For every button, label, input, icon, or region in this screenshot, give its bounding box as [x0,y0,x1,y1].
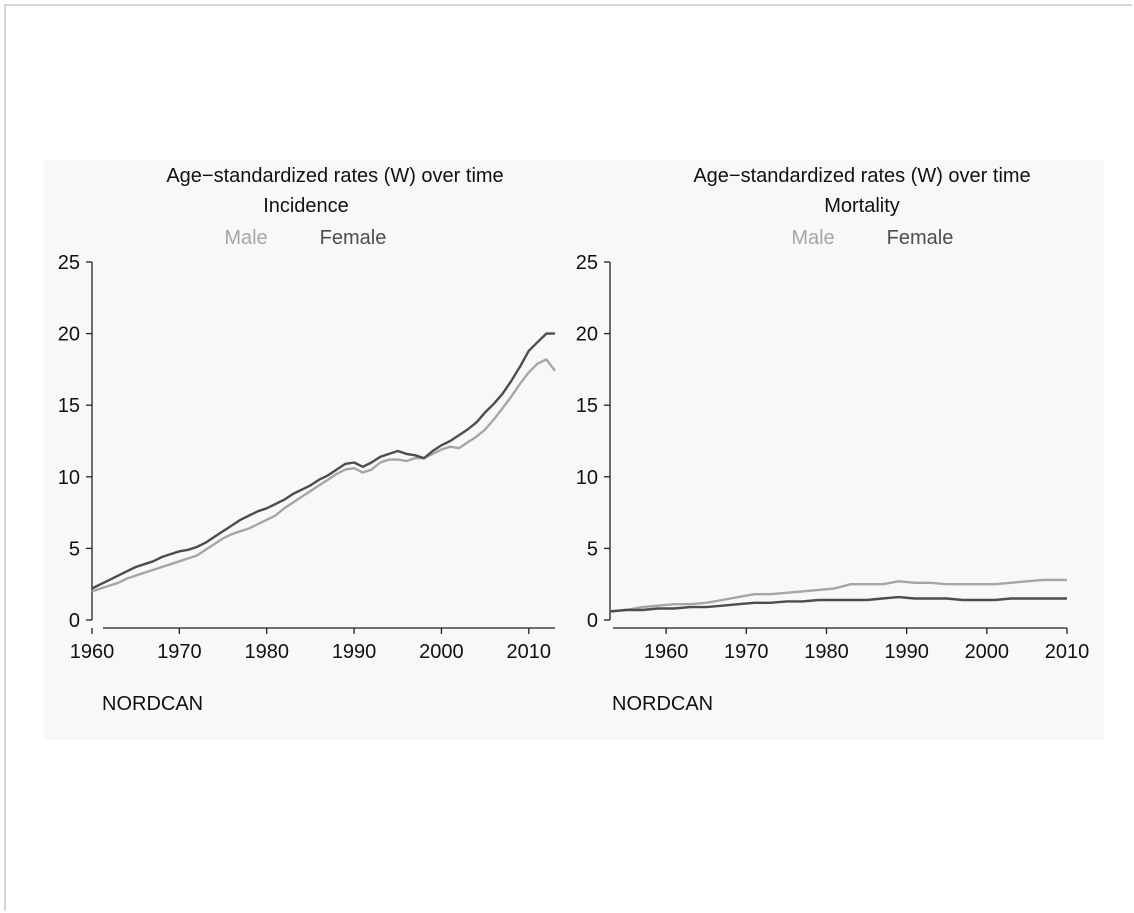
incidence-chart-title: Age−standardized rates (W) over time [166,165,503,187]
mortality-y-tick-label: 5 [587,538,598,560]
incidence-x-tick-label: 2000 [419,641,464,663]
incidence-source-label: NORDCAN [102,693,203,715]
mortality-male-line [609,578,1067,613]
mortality-x-tick-label: 2000 [965,641,1010,663]
incidence-x-tick-label: 1990 [332,641,377,663]
mortality-x-tick-label: 2010 [1045,641,1090,663]
incidence-y-tick-label: 20 [58,324,80,346]
mortality-y-tick-label: 0 [587,610,598,632]
incidence-x-tick-label: 1970 [157,641,202,663]
mortality-y-tick-label: 20 [576,324,598,346]
mortality-x-tick-label: 1990 [884,641,929,663]
mortality-x-tick-label: 1970 [724,641,769,663]
mortality-chart-subtitle: Mortality [824,195,900,217]
image-frame [4,4,1132,911]
mortality-y-tick-label: 25 [576,252,598,274]
incidence-legend-male: Male [224,227,267,249]
chart-panel [44,160,1104,740]
incidence-x-tick-label: 1980 [244,641,289,663]
incidence-male-line [91,358,556,593]
mortality-x-tick-label: 1960 [644,641,689,663]
incidence-y-tick-label: 25 [58,252,80,274]
mortality-chart: Age−standardized rates (W) over time Mor… [576,165,1090,715]
incidence-chart: Age−standardized rates (W) over time Inc… [58,165,556,715]
mortality-female-line [609,595,1067,613]
mortality-y-tick-label: 10 [576,467,598,489]
incidence-x-tick-label: 1960 [70,641,115,663]
incidence-y-tick-label: 10 [58,467,80,489]
mortality-source-label: NORDCAN [612,693,713,715]
mortality-legend-female: Female [887,227,954,249]
incidence-y-tick-label: 15 [58,395,80,417]
mortality-x-tick-label: 1980 [804,641,849,663]
mortality-y-tick-label: 15 [576,395,598,417]
incidence-x-tick-label: 2010 [507,641,552,663]
mortality-legend-male: Male [791,227,834,249]
incidence-legend-female: Female [320,227,387,249]
incidence-y-tick-label: 5 [69,538,80,560]
incidence-y-tick-label: 0 [69,610,80,632]
mortality-chart-title: Age−standardized rates (W) over time [693,165,1030,187]
incidence-female-line [91,332,555,590]
incidence-chart-subtitle: Incidence [263,195,349,217]
